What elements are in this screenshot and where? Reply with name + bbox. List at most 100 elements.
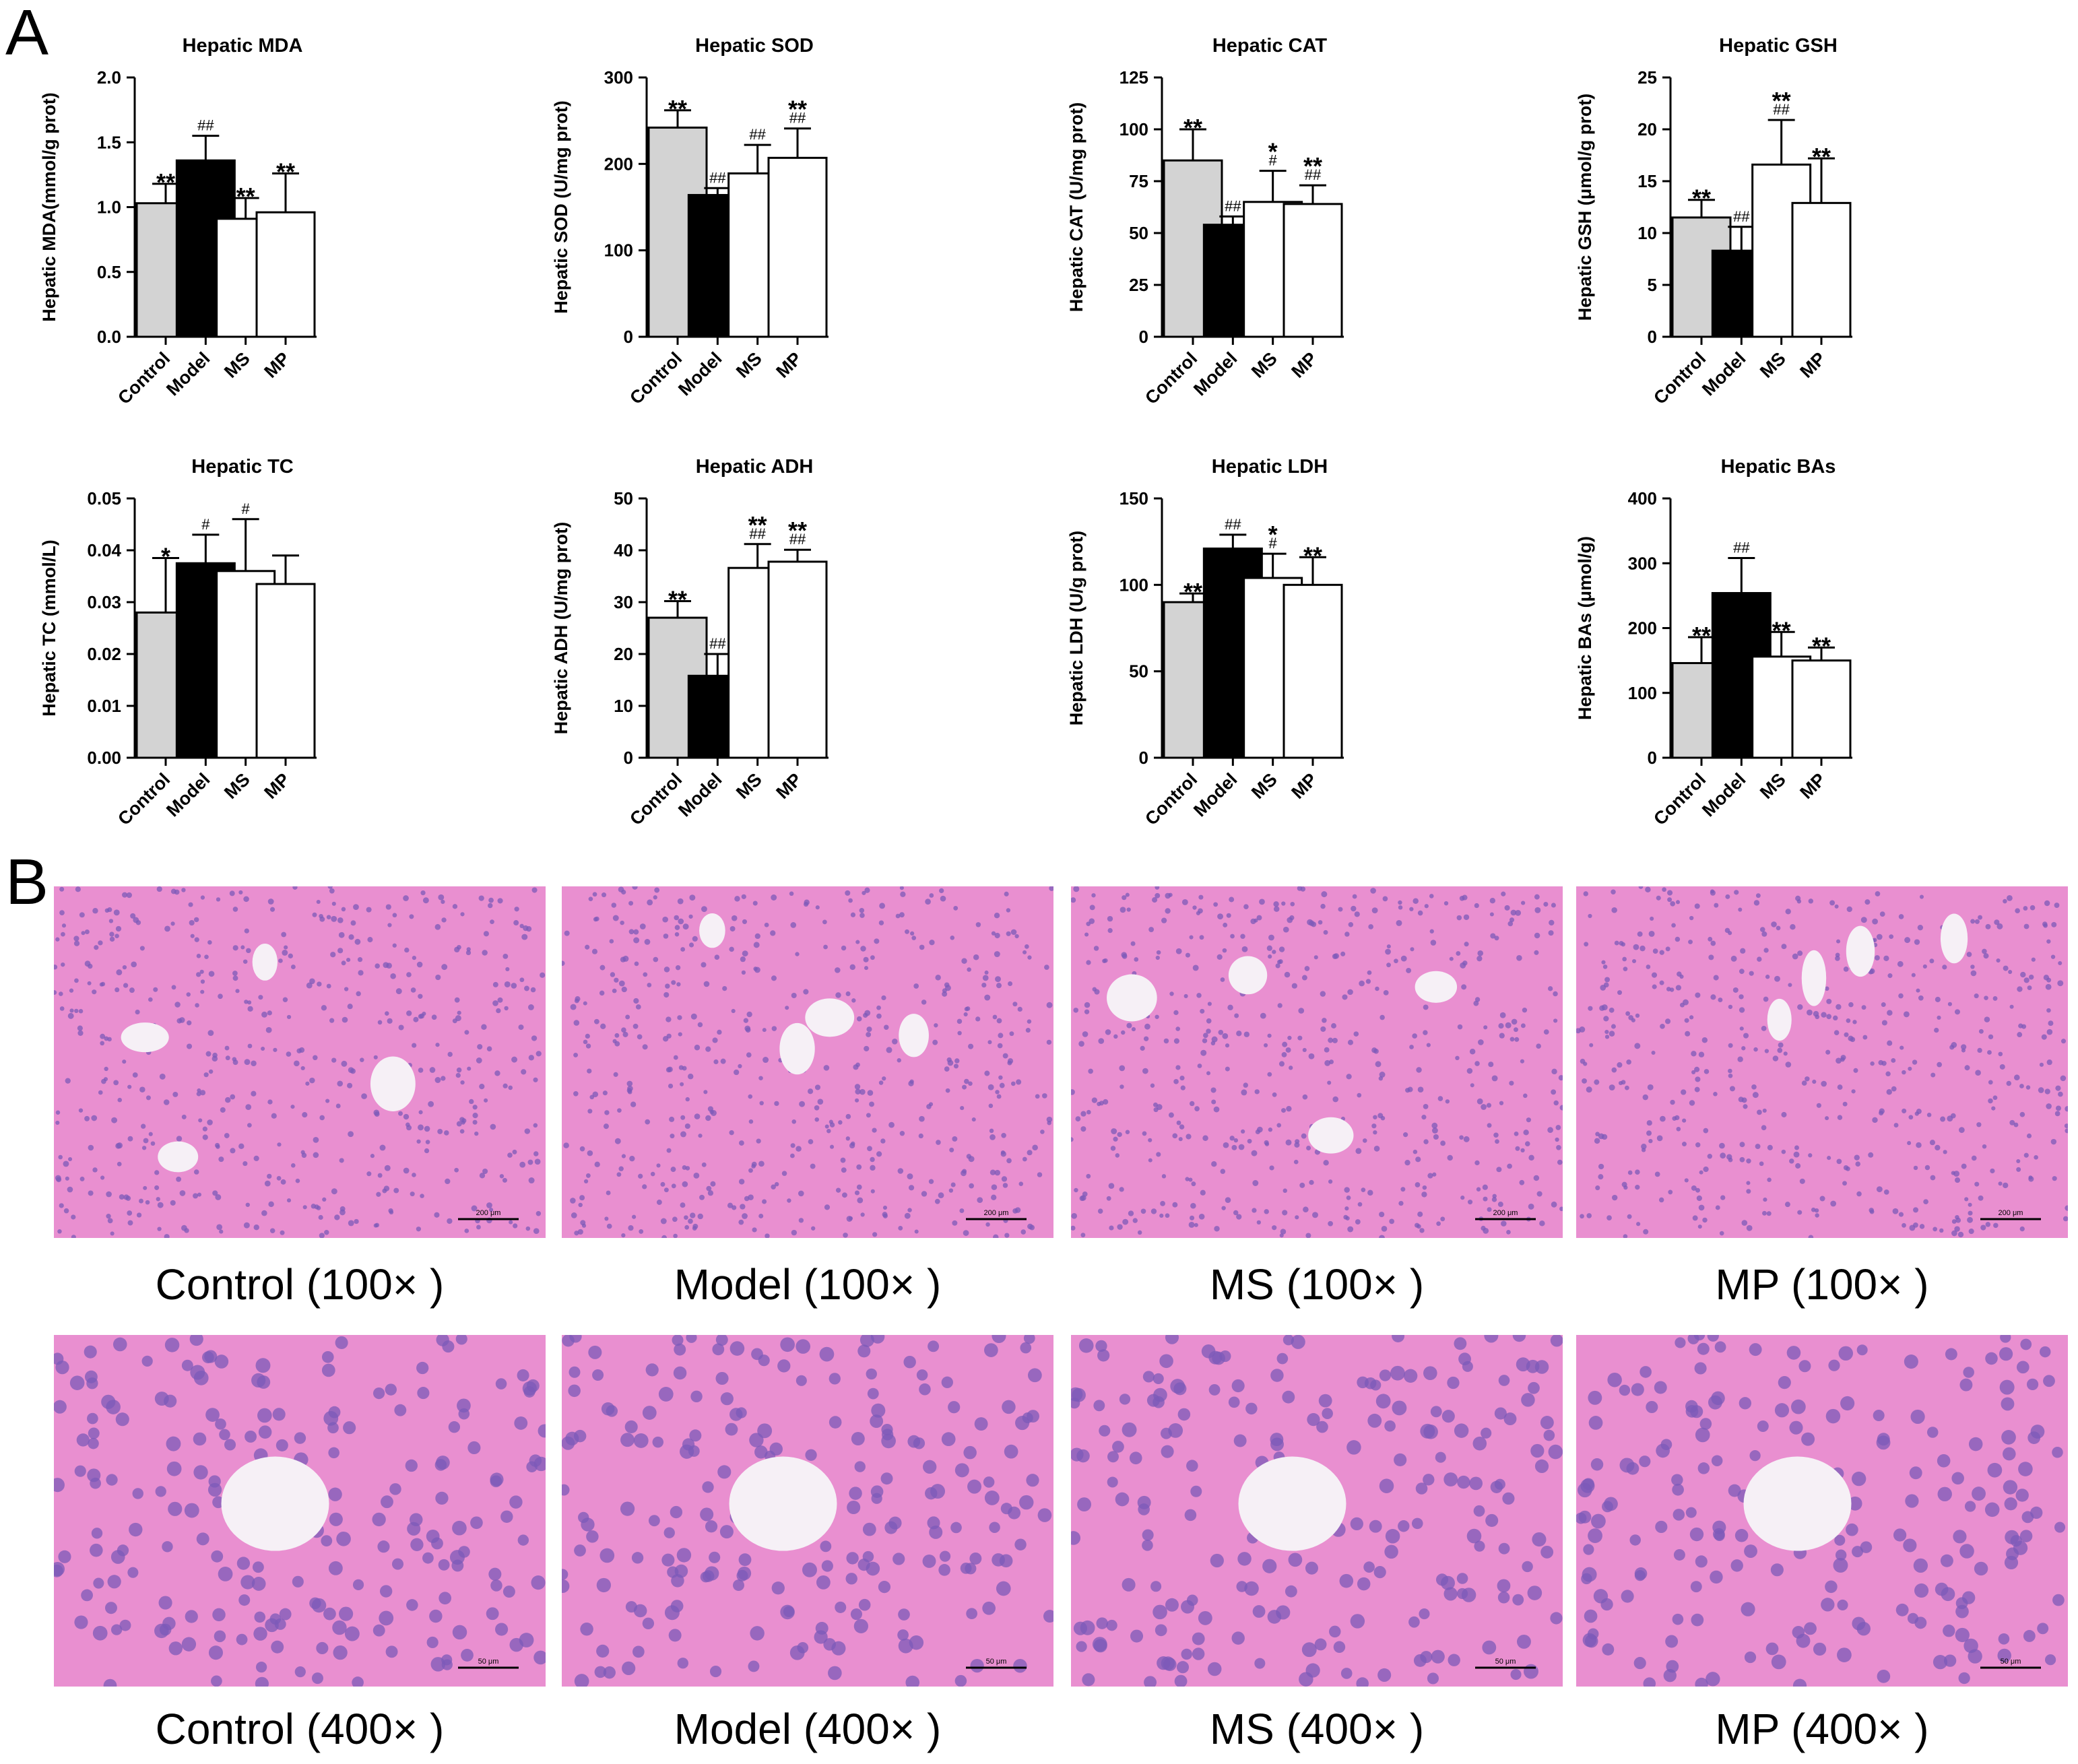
nucleus bbox=[1268, 954, 1272, 959]
nucleus bbox=[1403, 1132, 1408, 1138]
nucleus bbox=[1071, 1225, 1076, 1231]
nucleus bbox=[1384, 1544, 1398, 1559]
nucleus bbox=[1663, 1669, 1677, 1683]
nucleus bbox=[505, 967, 510, 972]
nucleus bbox=[898, 1638, 913, 1654]
nucleus bbox=[392, 943, 397, 948]
nucleus bbox=[1524, 1664, 1538, 1679]
nucleus bbox=[823, 1065, 830, 1071]
nucleus bbox=[2044, 1088, 2050, 1095]
nucleus bbox=[441, 917, 447, 923]
nucleus bbox=[1691, 1070, 1696, 1074]
nucleus bbox=[1214, 1226, 1220, 1232]
panel-label-b: B bbox=[5, 846, 49, 918]
nucleus bbox=[1082, 1673, 1095, 1687]
nucleus bbox=[1482, 1184, 1488, 1190]
nucleus bbox=[1155, 1624, 1167, 1637]
nucleus bbox=[1379, 1369, 1392, 1381]
nucleus bbox=[1668, 1189, 1673, 1195]
nucleus bbox=[1713, 975, 1719, 981]
nucleus bbox=[1389, 1218, 1394, 1224]
nucleus bbox=[68, 1157, 73, 1162]
nucleus bbox=[300, 1150, 305, 1154]
nucleus bbox=[1024, 944, 1029, 949]
nucleus bbox=[2019, 1530, 2033, 1542]
nucleus bbox=[328, 1487, 342, 1501]
nucleus bbox=[824, 1204, 831, 1210]
nucleus bbox=[1559, 1206, 1563, 1212]
nucleus bbox=[1648, 1139, 1653, 1144]
nucleus bbox=[1305, 1663, 1320, 1678]
tissue-image: 50 μm bbox=[1071, 1335, 1563, 1687]
nucleus bbox=[1937, 1454, 1951, 1468]
micrograph-caption: MP (100× ) bbox=[1715, 1260, 1929, 1309]
nucleus bbox=[1761, 931, 1767, 937]
nucleus bbox=[1371, 907, 1378, 914]
nucleus bbox=[113, 909, 120, 916]
nucleus bbox=[1150, 1083, 1155, 1088]
nucleus bbox=[650, 1171, 655, 1177]
nucleus bbox=[1843, 967, 1849, 972]
nucleus bbox=[1617, 990, 1623, 995]
nucleus bbox=[1698, 1204, 1705, 1211]
nucleus bbox=[1354, 911, 1360, 917]
nucleus bbox=[1711, 1455, 1723, 1466]
nucleus bbox=[1314, 1638, 1327, 1651]
nucleus bbox=[131, 961, 137, 968]
nucleus bbox=[103, 1678, 117, 1687]
nucleus bbox=[135, 920, 141, 925]
nucleus bbox=[1898, 914, 1904, 919]
nucleus bbox=[1433, 1134, 1439, 1140]
nucleus bbox=[1876, 1186, 1883, 1193]
nucleus bbox=[1237, 1552, 1252, 1566]
nucleus bbox=[1826, 1014, 1832, 1020]
nucleus bbox=[606, 1190, 611, 1196]
y-tick-label: 25 bbox=[1637, 67, 1657, 88]
nucleus bbox=[416, 1227, 422, 1232]
nucleus bbox=[1643, 1229, 1649, 1235]
y-tick-label: 200 bbox=[604, 154, 633, 174]
nucleus bbox=[216, 897, 221, 902]
nucleus bbox=[618, 980, 625, 987]
nucleus bbox=[1682, 1118, 1687, 1123]
nucleus bbox=[1990, 1168, 1995, 1174]
nucleus bbox=[697, 1213, 703, 1220]
y-tick-label: 150 bbox=[1119, 488, 1148, 509]
nucleus bbox=[1842, 1181, 1847, 1186]
nucleus bbox=[1824, 986, 1829, 991]
nucleus bbox=[1322, 1018, 1327, 1023]
nucleus bbox=[1035, 1094, 1040, 1099]
nucleus bbox=[1370, 888, 1376, 894]
nucleus bbox=[108, 919, 114, 923]
nucleus bbox=[1639, 1366, 1652, 1378]
nucleus bbox=[1373, 1049, 1379, 1054]
nucleus bbox=[139, 1086, 145, 1092]
nucleus bbox=[1801, 1432, 1815, 1446]
nucleus bbox=[1320, 991, 1326, 997]
nucleus bbox=[416, 1139, 421, 1144]
nucleus bbox=[879, 903, 886, 909]
nucleus bbox=[967, 967, 971, 972]
nucleus bbox=[642, 1184, 647, 1189]
nucleus bbox=[1396, 919, 1402, 926]
nucleus bbox=[1275, 963, 1280, 969]
nucleus bbox=[1770, 1563, 1784, 1577]
nucleus bbox=[1652, 948, 1658, 954]
nucleus bbox=[562, 1579, 570, 1593]
nucleus bbox=[1767, 1144, 1773, 1150]
nucleus bbox=[257, 1408, 272, 1423]
nucleus bbox=[214, 1354, 229, 1369]
nucleus bbox=[1624, 1085, 1629, 1090]
nucleus bbox=[197, 1192, 201, 1197]
nucleus bbox=[678, 1065, 684, 1070]
nucleus bbox=[1816, 1103, 1821, 1108]
nucleus bbox=[1156, 1152, 1161, 1157]
nucleus bbox=[353, 904, 359, 911]
nucleus bbox=[753, 942, 760, 948]
nucleus bbox=[218, 1567, 233, 1581]
nucleus bbox=[115, 925, 122, 932]
nucleus bbox=[119, 1619, 131, 1631]
nucleus bbox=[1974, 919, 1980, 924]
y-axis-label: Hepatic SOD (U/mg prot) bbox=[551, 100, 571, 314]
y-tick-label: 100 bbox=[1119, 575, 1148, 595]
